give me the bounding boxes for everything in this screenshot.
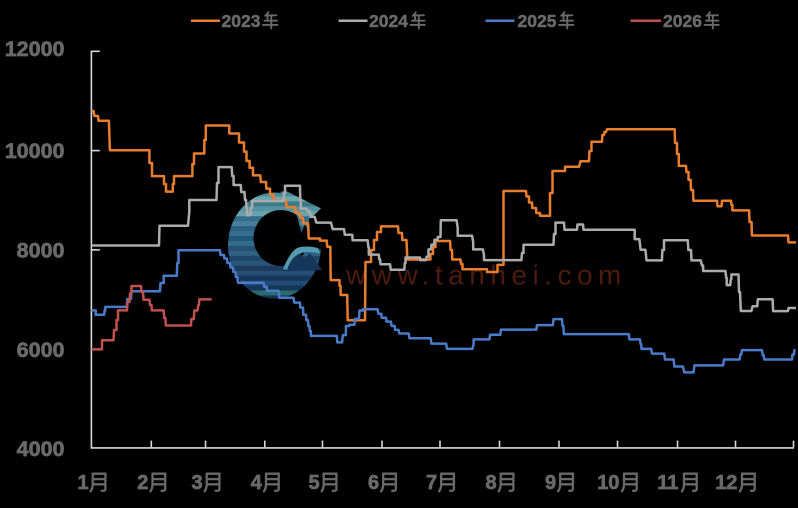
svg-text:4: 4 xyxy=(251,472,263,494)
svg-text:7: 7 xyxy=(426,472,437,494)
svg-text:4000: 4000 xyxy=(17,437,65,461)
svg-text:10000: 10000 xyxy=(5,139,65,163)
svg-text:3: 3 xyxy=(192,472,203,494)
svg-text:1: 1 xyxy=(78,472,89,494)
svg-text:11: 11 xyxy=(657,472,678,494)
svg-text:12000: 12000 xyxy=(5,37,65,61)
svg-text:6000: 6000 xyxy=(17,338,65,362)
svg-text:10: 10 xyxy=(597,472,619,494)
svg-text:2025: 2025 xyxy=(518,11,557,31)
svg-text:2026: 2026 xyxy=(663,11,702,31)
svg-text:12: 12 xyxy=(715,472,737,494)
svg-text:5: 5 xyxy=(309,472,320,494)
svg-text:8000: 8000 xyxy=(17,239,65,263)
svg-text:2024: 2024 xyxy=(369,11,408,31)
svg-text:8: 8 xyxy=(486,472,497,494)
svg-text:6: 6 xyxy=(368,472,379,494)
svg-text:2: 2 xyxy=(137,472,148,494)
svg-text:2023: 2023 xyxy=(222,11,261,31)
svg-text:9: 9 xyxy=(545,472,556,494)
